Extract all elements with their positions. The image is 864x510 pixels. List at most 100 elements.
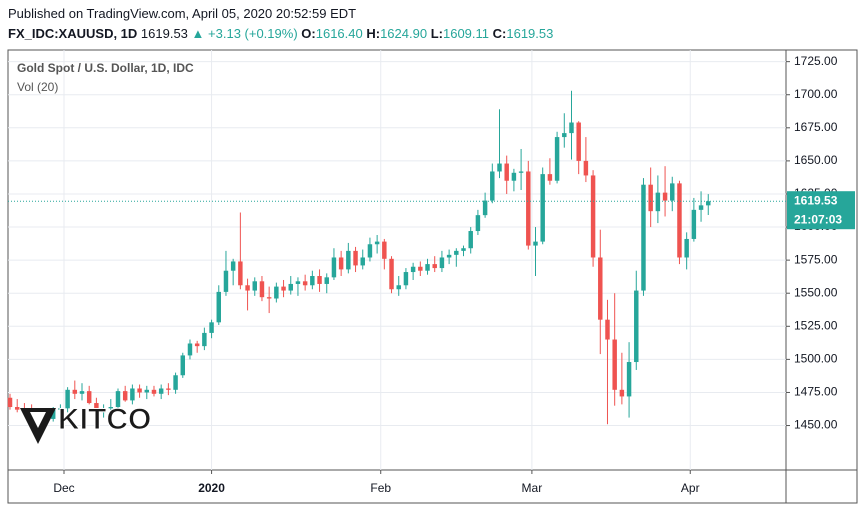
logo: KITCO xyxy=(20,402,152,444)
candle-body xyxy=(187,343,193,356)
quote-line: FX_IDC:XAUUSD, 1D 1619.53 ▲ +3.13 (+0.19… xyxy=(8,26,553,41)
price: 1619.53 xyxy=(140,26,188,41)
candle-body xyxy=(698,205,704,210)
candle-body xyxy=(684,238,689,258)
label: O: xyxy=(301,26,316,41)
candle-body xyxy=(101,408,106,413)
candle-body xyxy=(331,257,337,278)
candle-body xyxy=(14,407,20,410)
x-tick-label: 2020 xyxy=(198,481,225,495)
candle-body xyxy=(482,200,488,216)
candle-body xyxy=(223,270,229,292)
candle-body xyxy=(569,122,574,134)
y-tick-label: 1450.00 xyxy=(794,418,838,432)
candle-body xyxy=(554,137,560,181)
candle-body xyxy=(288,283,293,291)
candles xyxy=(7,90,711,425)
candle-body xyxy=(540,174,545,242)
candle-body xyxy=(670,183,675,201)
y-tick-label: 1675.00 xyxy=(794,120,838,134)
candle-body xyxy=(454,250,459,255)
candle-body xyxy=(108,407,114,409)
candle-body xyxy=(50,409,56,419)
candle-body xyxy=(648,184,653,212)
candle-body xyxy=(497,163,502,172)
candle-body xyxy=(691,209,697,239)
published: Published on TradingView.com, April 05, … xyxy=(8,6,357,21)
candle-body xyxy=(662,192,668,201)
candle-body xyxy=(79,391,85,394)
close: 1619.53 xyxy=(506,26,554,41)
label: L: xyxy=(430,26,443,41)
candle-body xyxy=(389,258,394,290)
candle-body xyxy=(425,264,430,271)
open: 1616.40 xyxy=(315,26,363,41)
candle-body xyxy=(706,201,711,206)
candle-body xyxy=(202,332,207,347)
y-tick-label: 1550.00 xyxy=(794,285,838,299)
candle-body xyxy=(562,133,567,138)
x-tick-label: Dec xyxy=(53,481,74,495)
y-tick-label: 1575.00 xyxy=(794,252,838,266)
candle-body xyxy=(461,248,466,251)
x-tick-label: Mar xyxy=(522,481,543,495)
candle-body xyxy=(94,403,99,413)
candle-body xyxy=(58,408,63,410)
candle-body xyxy=(209,322,214,333)
candle-body xyxy=(360,257,365,266)
candle-body xyxy=(173,375,178,390)
candle-body xyxy=(468,231,473,249)
candle-body xyxy=(655,192,661,212)
candle-body xyxy=(216,291,221,323)
candle-body xyxy=(612,339,617,390)
candle-body xyxy=(403,272,409,286)
candle-body xyxy=(266,297,272,299)
candle-body xyxy=(626,362,632,397)
frame xyxy=(7,49,858,504)
candle-body xyxy=(590,175,596,258)
candle-body xyxy=(490,171,495,201)
candle-body xyxy=(180,355,186,376)
y-tick-label: 1475.00 xyxy=(794,385,838,399)
candle-body xyxy=(7,397,13,408)
y-tick-label: 1525.00 xyxy=(794,318,838,332)
chart-subtitle: Vol (20) xyxy=(17,80,58,94)
candle-body xyxy=(65,389,70,409)
y-tick-label: 1725.00 xyxy=(794,54,838,68)
candle-body xyxy=(446,254,452,258)
candle-body xyxy=(166,388,171,390)
candle-body xyxy=(72,389,78,394)
x-tick-label: Feb xyxy=(370,481,391,495)
candle-body xyxy=(576,122,581,161)
candle-body xyxy=(641,184,646,291)
symbol: FX_IDC:XAUUSD, 1D xyxy=(8,26,138,41)
candle-body xyxy=(86,391,92,404)
candle-body xyxy=(418,266,423,271)
candle-body xyxy=(338,257,344,270)
candle-body xyxy=(396,285,401,290)
change: ▲ +3.13 (+0.19%) xyxy=(191,26,298,41)
last-price-label: 1619.53 xyxy=(794,193,838,207)
candle-body xyxy=(151,389,157,394)
candle-body xyxy=(598,257,603,320)
candle-body xyxy=(310,276,315,286)
candle-body xyxy=(259,281,265,298)
candle-body xyxy=(230,261,236,271)
logo-text: KITCO xyxy=(58,403,151,436)
candle-body xyxy=(302,281,308,286)
candle-body xyxy=(122,391,128,401)
low: 1609.11 xyxy=(442,26,490,41)
candle-body xyxy=(382,241,387,259)
countdown-label: 21:07:03 xyxy=(794,212,842,226)
candle-body xyxy=(439,257,445,269)
candle-body xyxy=(274,286,279,299)
candle-body xyxy=(518,171,524,173)
candle-body xyxy=(252,281,257,291)
candle-body xyxy=(526,171,531,246)
candle-body xyxy=(144,389,150,393)
candle-body xyxy=(353,250,358,266)
candle-body xyxy=(533,241,538,246)
candle-body xyxy=(511,172,517,181)
logo-mark xyxy=(30,412,46,428)
